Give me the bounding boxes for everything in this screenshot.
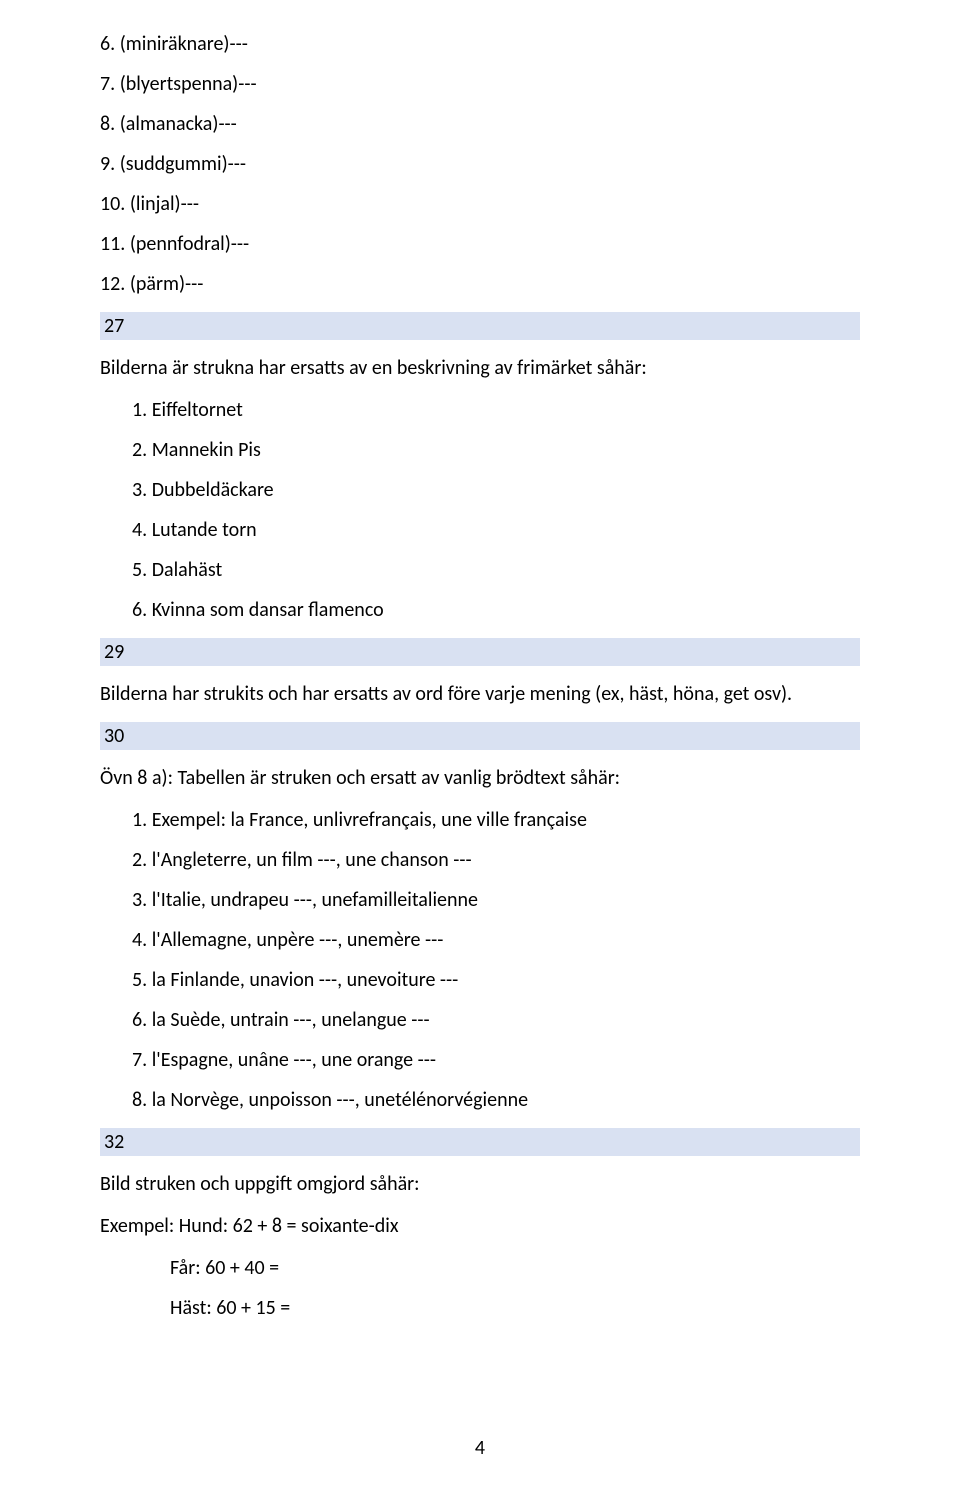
list-item: 5. Dalahäst xyxy=(132,556,860,584)
list-item: 9. (suddgummi)--- xyxy=(100,150,860,178)
section-27-list: 1. Eiffeltornet 2. Mannekin Pis 3. Dubbe… xyxy=(132,396,860,624)
list-item: 6. la Suède, untrain ---, unelangue --- xyxy=(132,1006,860,1034)
section-30-list: 1. Exempel: la France, unlivrefrançais, … xyxy=(132,806,860,1114)
list-item: 8. (almanacka)--- xyxy=(100,110,860,138)
list-item: 4. Lutande torn xyxy=(132,516,860,544)
list-item: 3. l'Italie, undrapeu ---, unefamilleita… xyxy=(132,886,860,914)
section-30-intro: Övn 8 a): Tabellen är struken och ersatt… xyxy=(100,764,860,792)
list-item: 6. Kvinna som dansar flamenco xyxy=(132,596,860,624)
top-list: 6. (miniräknare)--- 7. (blyertspenna)---… xyxy=(100,30,860,298)
list-item: 4. l'Allemagne, unpère ---, unemère --- xyxy=(132,926,860,954)
list-item: 2. l'Angleterre, un film ---, une chanso… xyxy=(132,846,860,874)
section-30-header: 30 xyxy=(100,722,860,750)
list-item: 12. (pärm)--- xyxy=(100,270,860,298)
section-29-header: 29 xyxy=(100,638,860,666)
list-item: 1. Exempel: la France, unlivrefrançais, … xyxy=(132,806,860,834)
list-item: 5. la Finlande, unavion ---, unevoiture … xyxy=(132,966,860,994)
list-item: 1. Eiffeltornet xyxy=(132,396,860,424)
list-item: 10. (linjal)--- xyxy=(100,190,860,218)
section-32-header: 32 xyxy=(100,1128,860,1156)
list-item: 8. la Norvège, unpoisson ---, unetélénor… xyxy=(132,1086,860,1114)
list-item: 11. (pennfodral)--- xyxy=(100,230,860,258)
section-27-intro: Bilderna är strukna har ersatts av en be… xyxy=(100,354,860,382)
list-item: 7. (blyertspenna)--- xyxy=(100,70,860,98)
list-item: 6. (miniräknare)--- xyxy=(100,30,860,58)
list-item: 2. Mannekin Pis xyxy=(132,436,860,464)
list-item: Får: 60 + 40 = xyxy=(170,1254,860,1282)
section-32-sub: Får: 60 + 40 = Häst: 60 + 15 = xyxy=(170,1254,860,1322)
section-32-text2: Exempel: Hund: 62 + 8 = soixante-dix xyxy=(100,1212,860,1240)
section-29-text: Bilderna har strukits och har ersatts av… xyxy=(100,680,860,708)
page-number: 4 xyxy=(0,1436,960,1460)
list-item: Häst: 60 + 15 = xyxy=(170,1294,860,1322)
list-item: 3. Dubbeldäckare xyxy=(132,476,860,504)
list-item: 7. l'Espagne, unâne ---, une orange --- xyxy=(132,1046,860,1074)
section-27-header: 27 xyxy=(100,312,860,340)
section-32-text1: Bild struken och uppgift omgjord såhär: xyxy=(100,1170,860,1198)
document-page: 6. (miniräknare)--- 7. (blyertspenna)---… xyxy=(0,0,960,1488)
